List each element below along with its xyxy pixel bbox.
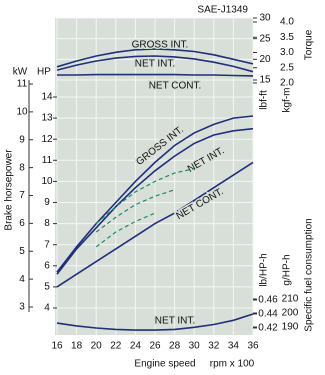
y-tick-label: 190 — [282, 322, 299, 333]
y-tick-label: 7 — [44, 239, 50, 250]
y-tick-label: 3.5 — [280, 32, 294, 43]
series-line — [56, 161, 254, 288]
y-tick-label: 210 — [282, 294, 299, 305]
y-tick-label: 6 — [19, 218, 25, 229]
fuel-axis-title: Specific fuel consumption — [304, 218, 315, 331]
y-tick-label: 30 — [259, 13, 271, 24]
y-tick-label: 2.5 — [280, 62, 294, 73]
y-tick-label: 4 — [19, 274, 25, 285]
y-tick-label: 14 — [41, 92, 53, 103]
x-tick-label: 32 — [208, 341, 220, 352]
y-tick-label: 200 — [282, 308, 299, 319]
chart-title: SAE-J1349 — [197, 5, 248, 16]
torque-axis-title: Torque — [304, 29, 315, 60]
lb-axis-label: lb/HP-h — [259, 253, 270, 286]
y-tick-label: 4 — [44, 303, 50, 314]
x-axis-unit: rpm x 100 — [210, 359, 255, 370]
series-label: GROSS INT. — [132, 40, 189, 51]
series-line — [95, 212, 156, 248]
series-line — [95, 189, 175, 233]
series-label: NET INT. — [135, 59, 175, 70]
lbf-axis-label: lbf-ft — [259, 90, 270, 110]
series-line — [56, 127, 254, 275]
y-tick-label: 2.0 — [280, 78, 294, 89]
kw-axis-label: kW — [13, 67, 28, 78]
x-tick-label: 24 — [130, 341, 142, 352]
series-label: NET CONT. — [149, 81, 202, 92]
power-axis-title: Brake horsepower — [4, 149, 15, 231]
y-tick-label: 11 — [17, 79, 28, 90]
x-tick-label: 34 — [228, 341, 240, 352]
x-axis-label: Engine speed — [134, 359, 195, 370]
y-tick-label: 20 — [259, 54, 271, 65]
y-tick-label: 10 — [16, 107, 28, 118]
y-tick-label: 9 — [19, 134, 25, 145]
x-tick-label: 18 — [71, 341, 83, 352]
series-line — [56, 115, 254, 273]
y-tick-label: 8 — [19, 162, 25, 173]
y-tick-label: 7 — [19, 190, 25, 201]
kgf-axis-label: kgf-m — [282, 88, 293, 113]
x-tick-label: 36 — [247, 341, 259, 352]
g-axis-label: g/HP-h — [282, 254, 293, 285]
y-tick-label: 5 — [19, 246, 25, 257]
y-tick-label: 9 — [44, 197, 50, 208]
y-tick-label: 0.42 — [258, 323, 278, 334]
y-tick-label: 12 — [41, 134, 53, 145]
series-line — [95, 168, 195, 225]
y-tick-label: 13 — [41, 113, 53, 124]
y-tick-label: 5 — [44, 282, 50, 293]
y-tick-label: 0.44 — [258, 309, 278, 320]
series-line — [56, 48, 254, 68]
y-tick-label: 11 — [42, 155, 53, 166]
plot-background — [55, 18, 253, 335]
y-tick-label: 6 — [44, 260, 50, 271]
series-label: NET INT. — [155, 316, 195, 327]
y-tick-label: 8 — [44, 218, 50, 229]
x-tick-label: 16 — [51, 341, 63, 352]
series-line — [56, 313, 254, 331]
x-tick-label: 20 — [91, 341, 103, 352]
y-tick-label: 0.46 — [258, 295, 278, 306]
y-tick-label: 4.0 — [280, 17, 294, 28]
series-line — [57, 73, 254, 77]
y-tick-label: 3.0 — [280, 47, 294, 58]
y-tick-label: 25 — [259, 33, 271, 44]
hp-axis-label: HP — [37, 67, 51, 78]
x-tick-label: 22 — [110, 341, 122, 352]
x-tick-label: 30 — [189, 341, 201, 352]
y-tick-label: 10 — [41, 176, 53, 187]
y-tick-label: 3 — [19, 302, 25, 313]
series-line — [56, 55, 254, 73]
y-tick-label: 15 — [259, 75, 271, 86]
x-tick-label: 26 — [149, 341, 161, 352]
x-tick-label: 28 — [169, 341, 181, 352]
